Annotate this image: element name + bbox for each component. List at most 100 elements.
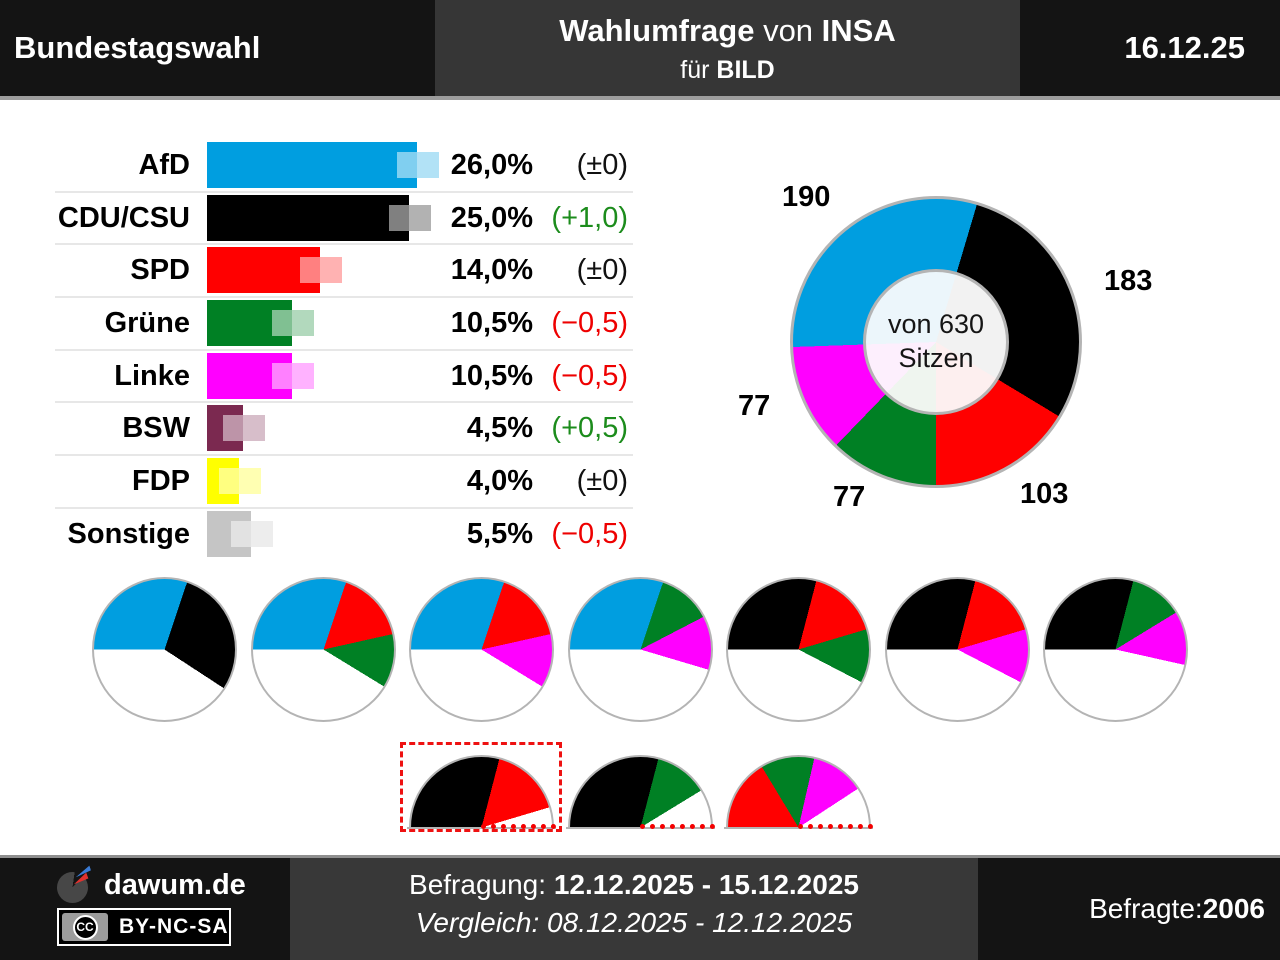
majority-threshold-dotted-line: [798, 824, 873, 829]
previous-value-marker-outer: [417, 152, 440, 178]
cc-icon: CC: [62, 913, 108, 941]
header-bar: Bundestagswahl Wahlumfrage von INSA für …: [0, 0, 1280, 96]
party-label: BSW: [122, 412, 190, 445]
respondents-label: Befragte:: [1089, 893, 1203, 924]
party-row-fdp: FDP 4,0% (±0): [55, 454, 633, 507]
header-center: Wahlumfrage von INSA für BILD: [435, 0, 1020, 96]
survey-period: Befragung: 12.12.2025 - 15.12.2025 Vergl…: [290, 858, 978, 960]
poll-title-word: Wahlumfrage: [559, 13, 755, 48]
seat-count-label-linke: 77: [738, 390, 771, 422]
majority-threshold-dotted-line: [481, 824, 556, 829]
party-row-cdu: CDU/CSU 25,0% (+1,0): [55, 190, 633, 244]
survey-dates-value: 12.12.2025 - 15.12.2025: [553, 869, 859, 900]
license-label: BY-NC-SA: [119, 915, 229, 938]
change-value: (±0): [576, 254, 628, 287]
party-label: AfD: [138, 148, 190, 181]
coalition-pie-cdu-spd-gruene: [725, 577, 871, 722]
party-bar-chart: AfD 26,0% (±0) CDU/CSU 25,0% (+1,0) SPD 14,0% (±…: [55, 140, 633, 560]
footer-bar: dawum.de CC BY-NC-SA Befragung: 12.12.20…: [0, 858, 1280, 960]
party-row-afd: AfD 26,0% (±0): [55, 140, 633, 191]
previous-value-marker-inner: [231, 520, 252, 547]
previous-value-marker-inner: [397, 152, 418, 178]
party-label: FDP: [132, 464, 190, 497]
party-label: Grüne: [104, 306, 190, 339]
percent-value: 14,0%: [450, 254, 533, 287]
brand-name: dawum.de: [104, 868, 246, 901]
pollster-name: INSA: [821, 13, 896, 48]
header-divider: [0, 96, 1280, 100]
percent-value: 10,5%: [450, 306, 533, 339]
survey-dates-label: Befragung:: [409, 869, 554, 900]
seat-count-label-afd: 190: [782, 181, 831, 213]
donut-center-label: von 630 Sitzen: [863, 269, 1009, 415]
previous-value-marker-outer: [291, 362, 314, 389]
percent-value: 10,5%: [450, 359, 533, 392]
cc-license-badge[interactable]: CC BY-NC-SA: [57, 908, 231, 946]
party-row-bsw: BSW 4,5% (+0,5): [55, 401, 633, 454]
party-row-linke: Linke 10,5% (−0,5): [55, 348, 633, 402]
half-pie-circle: [567, 755, 713, 829]
change-value: (+1,0): [551, 201, 628, 234]
seats-donut-chart: von 630 Sitzen: [790, 196, 1082, 488]
majority-threshold-dotted-line: [640, 824, 715, 829]
change-value: (±0): [576, 464, 628, 497]
survey-dates: Befragung: 12.12.2025 - 15.12.2025: [290, 869, 978, 901]
previous-value-marker-inner: [219, 468, 240, 495]
seat-count-label-spd: 103: [1020, 478, 1069, 510]
poll-subtitle: für BILD: [435, 56, 1020, 85]
coalition-pie-afd-cdu: [91, 577, 237, 722]
percent-value: 26,0%: [450, 148, 533, 181]
majority-half-pie-cdu-gruene: [565, 755, 715, 829]
percent-value: 5,5%: [466, 517, 533, 550]
coalition-pie-cdu-spd-linke: [884, 577, 1030, 722]
coalition-pie-afd-spd-gruene: [250, 577, 396, 722]
party-bar: [207, 194, 409, 241]
previous-value-marker-inner: [389, 204, 409, 231]
highlight-frame: [400, 742, 562, 832]
previous-value-marker-inner: [223, 415, 244, 442]
seat-count-label-cdu: 183: [1104, 265, 1153, 297]
half-pie-circle: [725, 755, 871, 829]
coalition-pie-afd-gruene-linke: [567, 577, 713, 722]
poll-subtitle-pre: für: [680, 56, 717, 84]
change-value: (±0): [576, 148, 628, 181]
majority-half-pie-cdu-spd: [406, 755, 556, 829]
percent-value: 25,0%: [450, 201, 533, 234]
coalition-pie-afd-spd-linke: [408, 577, 554, 722]
party-label: Sonstige: [67, 517, 190, 550]
respondents-count: 2006: [1202, 893, 1265, 924]
majority-half-pie-spd-gruene-linke: [723, 755, 873, 829]
previous-value-marker-outer: [291, 310, 314, 337]
party-bar: [207, 142, 418, 188]
poll-date: 16.12.25: [1124, 30, 1245, 65]
poll-title: Wahlumfrage von INSA: [435, 13, 1020, 49]
page-title: Bundestagswahl: [14, 30, 261, 65]
party-row-spd: SPD 14,0% (±0): [55, 243, 633, 296]
previous-value-marker-inner: [271, 310, 292, 337]
brand: dawum.de: [57, 866, 246, 904]
party-label: CDU/CSU: [57, 201, 190, 234]
change-value: (−0,5): [551, 359, 628, 392]
donut-center-line2: Sitzen: [898, 343, 974, 373]
footer-center-panel: [290, 858, 978, 960]
publisher-name: BILD: [716, 56, 775, 84]
previous-value-marker-outer: [320, 257, 343, 284]
party-label: Linke: [114, 359, 190, 392]
percent-value: 4,5%: [466, 412, 533, 445]
previous-value-marker-outer: [251, 520, 274, 547]
seat-count-label-gruene: 77: [833, 481, 866, 513]
party-label: SPD: [130, 254, 190, 287]
percent-value: 4,0%: [466, 464, 533, 497]
previous-value-marker-inner: [300, 257, 321, 284]
change-value: (−0,5): [551, 517, 628, 550]
previous-value-marker-outer: [409, 204, 431, 231]
previous-value-marker-inner: [271, 362, 292, 389]
previous-value-marker-outer: [239, 468, 262, 495]
party-row-sonstige: Sonstige 5,5% (−0,5): [55, 506, 633, 560]
coalition-pie-cdu-gruene-linke: [1042, 577, 1188, 722]
footer-divider: [0, 855, 1280, 858]
donut-center-line1: von 630: [887, 309, 985, 340]
header-center-panel: [435, 0, 1020, 96]
previous-value-marker-outer: [243, 415, 266, 442]
change-value: (−0,5): [551, 306, 628, 339]
